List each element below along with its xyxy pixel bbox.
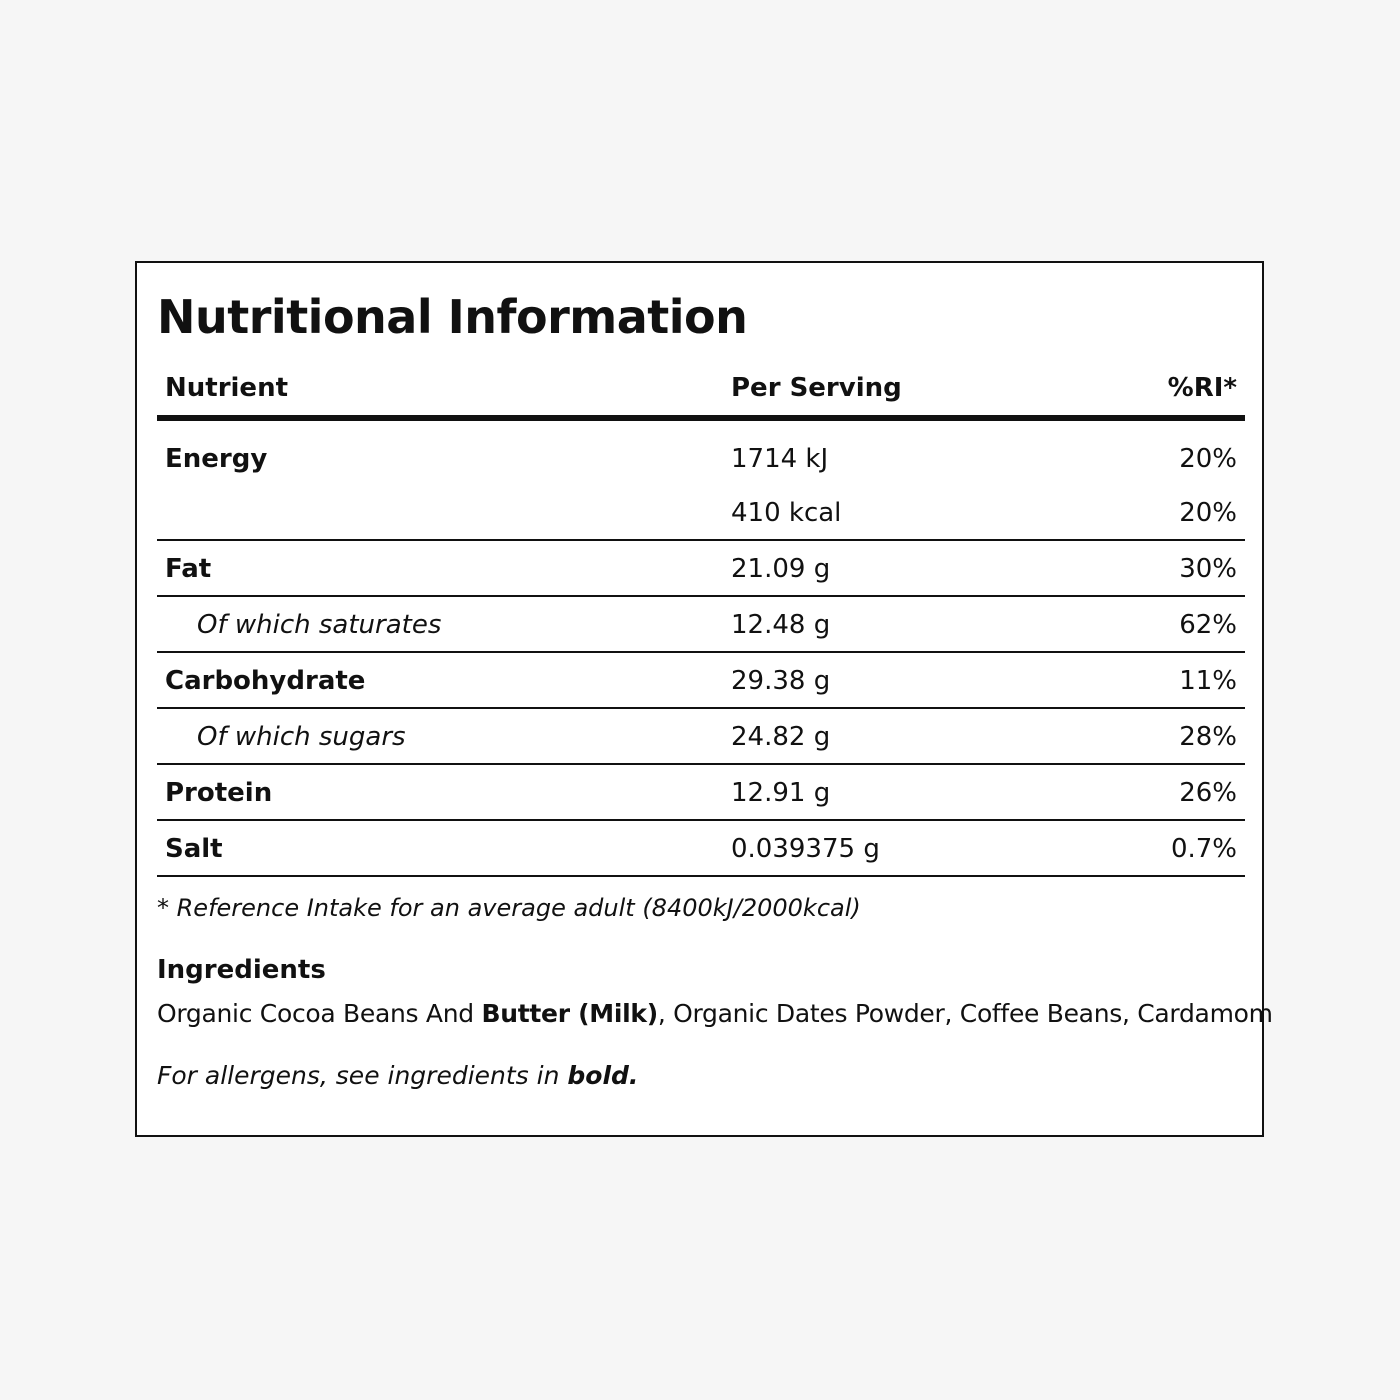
allergen-note-text: For allergens, see ingredients in (157, 1061, 568, 1090)
ingredients-text-before: Organic Cocoa Beans And (157, 999, 482, 1028)
table-row-fat: Fat 21.09 g 30% (157, 541, 1245, 597)
header-nutrient: Nutrient (165, 373, 289, 403)
header-ri: %RI* (1167, 373, 1237, 403)
table-row-protein: Protein 12.91 g 26% (157, 765, 1245, 821)
nutrient-value: 12.48 g (731, 610, 831, 640)
table-header-row: Nutrient Per Serving %RI* (157, 363, 1245, 421)
table-row-energy: Energy 1714 kJ 20% 410 kcal 20% (157, 421, 1245, 541)
table-row-salt: Salt 0.039375 g 0.7% (157, 821, 1245, 877)
nutrition-table: Nutrient Per Serving %RI* Energy 1714 kJ… (157, 363, 1245, 877)
reference-intake-footnote: * Reference Intake for an average adult … (157, 894, 861, 922)
nutrient-ri: 26% (1179, 778, 1237, 808)
ingredients-allergen: Butter (Milk) (481, 999, 658, 1028)
nutrient-name: Salt (165, 834, 223, 864)
ingredients-text-after: , Organic Dates Powder, Coffee Beans, Ca… (657, 999, 1273, 1028)
nutrient-name: Of which sugars (197, 722, 406, 752)
nutrient-name: Protein (165, 778, 273, 808)
nutrient-ri: 28% (1179, 722, 1237, 752)
nutrient-value: 0.039375 g (731, 834, 880, 864)
nutrition-panel: Nutritional Information Nutrient Per Ser… (135, 261, 1273, 1137)
nutrient-value: 24.82 g (731, 722, 831, 752)
nutrient-ri: 0.7% (1170, 834, 1237, 864)
table-row-carbohydrate: Carbohydrate 29.38 g 11% (157, 653, 1245, 709)
ingredients-heading: Ingredients (157, 955, 326, 985)
nutrient-ri: 62% (1179, 610, 1237, 640)
table-row-saturates: Of which saturates 12.48 g 62% (157, 597, 1245, 653)
energy-kcal-ri: 20% (1179, 498, 1237, 528)
nutrient-value: 12.91 g (731, 778, 831, 808)
nutrient-value: 21.09 g (731, 554, 831, 584)
energy-kj-ri: 20% (1179, 444, 1237, 474)
nutrient-name: Carbohydrate (165, 666, 366, 696)
header-per-serving: Per Serving (731, 373, 902, 403)
nutrient-name: Energy (165, 444, 268, 474)
table-row-sugars: Of which sugars 24.82 g 28% (157, 709, 1245, 765)
energy-kcal-value: 410 kcal (731, 498, 842, 528)
nutrient-ri: 30% (1179, 554, 1237, 584)
page-title: Nutritional Information (157, 290, 748, 344)
allergen-note: For allergens, see ingredients in bold. (157, 1059, 638, 1093)
nutrient-name: Fat (165, 554, 212, 584)
nutrient-name: Of which saturates (197, 610, 442, 640)
ingredients-list: Organic Cocoa Beans And Butter (Milk), O… (157, 997, 1273, 1031)
nutrient-ri: 11% (1179, 666, 1237, 696)
nutrient-value: 29.38 g (731, 666, 831, 696)
energy-kj-value: 1714 kJ (731, 444, 829, 474)
allergen-note-emphasis: bold. (567, 1061, 639, 1090)
